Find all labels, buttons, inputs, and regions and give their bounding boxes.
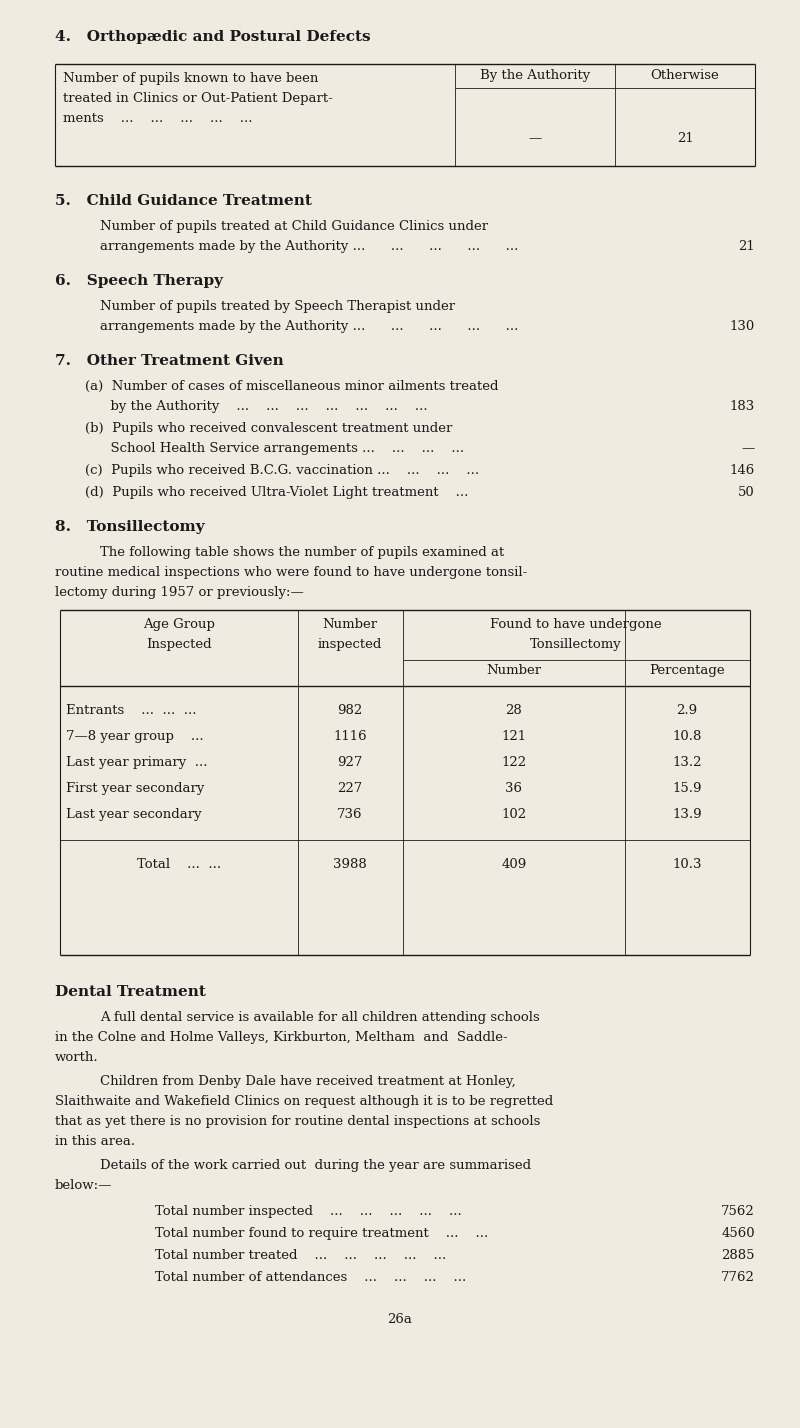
Text: The following table shows the number of pupils examined at: The following table shows the number of … [100,545,504,558]
Text: 6.   Speech Therapy: 6. Speech Therapy [55,274,223,288]
Text: 2885: 2885 [722,1250,755,1262]
Text: 21: 21 [738,240,755,253]
Text: 8.   Tonsillectomy: 8. Tonsillectomy [55,520,205,534]
Text: Slaithwaite and Wakefield Clinics on request although it is to be regretted: Slaithwaite and Wakefield Clinics on req… [55,1095,554,1108]
Text: Number: Number [486,664,542,677]
Text: Number of pupils treated at Child Guidance Clinics under: Number of pupils treated at Child Guidan… [100,220,488,233]
Text: 7—8 year group    ...: 7—8 year group ... [66,730,204,743]
Text: 50: 50 [738,486,755,498]
Text: (b)  Pupils who received convalescent treatment under: (b) Pupils who received convalescent tre… [85,423,452,436]
Text: 3988: 3988 [333,858,367,871]
Text: 927: 927 [338,755,362,770]
Text: First year secondary: First year secondary [66,783,204,795]
Text: 13.9: 13.9 [672,808,702,821]
Text: 7762: 7762 [721,1271,755,1284]
Text: 10.8: 10.8 [672,730,702,743]
Text: in the Colne and Holme Valleys, Kirkburton, Meltham  and  Saddle-: in the Colne and Holme Valleys, Kirkburt… [55,1031,508,1044]
Text: lectomy during 1957 or previously:—: lectomy during 1957 or previously:— [55,585,304,598]
Text: 7.   Other Treatment Given: 7. Other Treatment Given [55,354,284,368]
Text: Children from Denby Dale have received treatment at Honley,: Children from Denby Dale have received t… [100,1075,516,1088]
Text: 227: 227 [338,783,362,795]
Text: 102: 102 [502,808,526,821]
Text: 28: 28 [506,704,522,717]
Text: Total number inspected    ...    ...    ...    ...    ...: Total number inspected ... ... ... ... .… [155,1205,462,1218]
Text: inspected: inspected [318,638,382,651]
Text: 4560: 4560 [722,1227,755,1240]
Text: Inspected: Inspected [146,638,212,651]
Text: Total    ...  ...: Total ... ... [137,858,221,871]
Text: Dental Treatment: Dental Treatment [55,985,206,1000]
Text: Entrants    ...  ...  ...: Entrants ... ... ... [66,704,197,717]
Text: 26a: 26a [387,1312,413,1327]
Text: 146: 146 [730,464,755,477]
Text: A full dental service is available for all children attending schools: A full dental service is available for a… [100,1011,540,1024]
Text: 21: 21 [677,131,694,146]
Text: Total number treated    ...    ...    ...    ...    ...: Total number treated ... ... ... ... ... [155,1250,446,1262]
Text: (a)  Number of cases of miscellaneous minor ailments treated: (a) Number of cases of miscellaneous min… [85,380,498,393]
Text: (d)  Pupils who received Ultra-Violet Light treatment    ...: (d) Pupils who received Ultra-Violet Lig… [85,486,468,498]
Text: Details of the work carried out  during the year are summarised: Details of the work carried out during t… [100,1160,531,1172]
Text: 183: 183 [730,400,755,413]
Text: Last year secondary: Last year secondary [66,808,202,821]
Text: 4.   Orthopædic and Postural Defects: 4. Orthopædic and Postural Defects [55,30,370,44]
Text: (c)  Pupils who received B.C.G. vaccination ...    ...    ...    ...: (c) Pupils who received B.C.G. vaccinati… [85,464,479,477]
Text: routine medical inspections who were found to have undergone tonsil-: routine medical inspections who were fou… [55,565,527,578]
Text: 409: 409 [502,858,526,871]
Text: 7562: 7562 [722,1205,755,1218]
Text: Percentage: Percentage [649,664,725,677]
Text: 10.3: 10.3 [672,858,702,871]
Text: 5.   Child Guidance Treatment: 5. Child Guidance Treatment [55,194,312,208]
Text: School Health Service arrangements ...    ...    ...    ...: School Health Service arrangements ... .… [85,443,464,456]
Text: that as yet there is no provision for routine dental inspections at schools: that as yet there is no provision for ro… [55,1115,540,1128]
Text: 982: 982 [338,704,362,717]
Text: Found to have undergone: Found to have undergone [490,618,662,631]
Text: 130: 130 [730,320,755,333]
Text: ments    ...    ...    ...    ...    ...: ments ... ... ... ... ... [63,111,253,126]
Text: 121: 121 [502,730,526,743]
Text: Number of pupils known to have been: Number of pupils known to have been [63,71,318,86]
Text: Number of pupils treated by Speech Therapist under: Number of pupils treated by Speech Thera… [100,300,455,313]
Text: arrangements made by the Authority ...      ...      ...      ...      ...: arrangements made by the Authority ... .… [100,240,518,253]
Text: 36: 36 [506,783,522,795]
Text: Number: Number [322,618,378,631]
Text: 122: 122 [502,755,526,770]
Text: worth.: worth. [55,1051,98,1064]
Text: below:—: below:— [55,1180,112,1192]
Text: Age Group: Age Group [143,618,215,631]
Text: arrangements made by the Authority ...      ...      ...      ...      ...: arrangements made by the Authority ... .… [100,320,518,333]
Text: Otherwise: Otherwise [650,69,719,81]
Text: treated in Clinics or Out-Patient Depart-: treated in Clinics or Out-Patient Depart… [63,91,333,106]
Text: 1116: 1116 [333,730,367,743]
Text: —: — [742,443,755,456]
Text: Total number of attendances    ...    ...    ...    ...: Total number of attendances ... ... ... … [155,1271,466,1284]
Text: 15.9: 15.9 [672,783,702,795]
Text: 2.9: 2.9 [677,704,698,717]
Text: —: — [528,131,542,146]
Text: 13.2: 13.2 [672,755,702,770]
Text: Tonsillectomy: Tonsillectomy [530,638,622,651]
Text: in this area.: in this area. [55,1135,135,1148]
Text: 736: 736 [338,808,362,821]
Text: by the Authority    ...    ...    ...    ...    ...    ...    ...: by the Authority ... ... ... ... ... ...… [85,400,428,413]
Text: By the Authority: By the Authority [480,69,590,81]
Text: Total number found to require treatment    ...    ...: Total number found to require treatment … [155,1227,488,1240]
Text: Last year primary  ...: Last year primary ... [66,755,207,770]
